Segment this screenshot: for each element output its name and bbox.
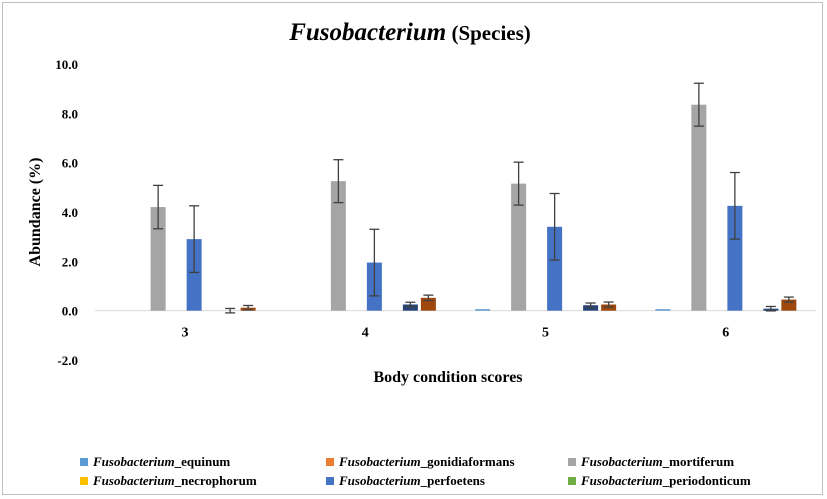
bar-cat6-s2 bbox=[691, 104, 707, 311]
legend-item: Fusobacterium_perfoetens bbox=[326, 473, 485, 488]
bar-cat6-s7 bbox=[781, 299, 797, 311]
bar-cat4-s2 bbox=[330, 181, 346, 311]
legend-label: Fusobacterium_gonidiaformans bbox=[338, 454, 515, 469]
legend-swatch bbox=[326, 458, 334, 466]
bar-cat6-s0 bbox=[655, 309, 671, 311]
legend-swatch bbox=[568, 477, 576, 485]
y-axis-label: Abundance (%) bbox=[27, 158, 44, 267]
legend-label-species: _equinum bbox=[174, 454, 231, 469]
legend-swatch bbox=[80, 477, 88, 485]
legend-swatch bbox=[80, 458, 88, 466]
error-bar-cat3-s6 bbox=[225, 307, 236, 314]
legend-label-genus: Fusobacterium bbox=[338, 473, 421, 488]
error-bar-cat3-s2 bbox=[153, 184, 164, 230]
error-bar-cat4-s6 bbox=[405, 301, 416, 308]
legend-label: Fusobacterium_periodonticum bbox=[580, 473, 751, 488]
bar-cat3-s2 bbox=[150, 207, 166, 311]
y-tick-label: 6.0 bbox=[62, 156, 78, 171]
legend-label: Fusobacterium_mortiferum bbox=[580, 454, 734, 469]
y-tick-label: 4.0 bbox=[62, 205, 78, 220]
error-bar-cat6-s7 bbox=[783, 296, 794, 303]
error-bar-cat6-s4 bbox=[729, 171, 740, 240]
legend-swatch bbox=[568, 458, 576, 466]
error-bar-cat5-s2 bbox=[513, 161, 524, 206]
error-bar-cat3-s4 bbox=[189, 205, 200, 274]
y-tick-label: -2.0 bbox=[57, 353, 78, 368]
legend-label-species: _necrophorum bbox=[174, 473, 257, 488]
y-tick-label: 0.0 bbox=[62, 304, 78, 319]
x-tick-label: 3 bbox=[182, 326, 189, 341]
legend-label-species: _gonidiaformans bbox=[420, 454, 515, 469]
x-tick-label: 6 bbox=[722, 326, 729, 341]
error-bar-cat6-s6 bbox=[765, 305, 776, 312]
legend: Fusobacterium_equinum Fusobacterium_gonid… bbox=[80, 454, 751, 488]
y-tick-label: 2.0 bbox=[62, 254, 78, 269]
bar-cat5-s2 bbox=[511, 183, 527, 311]
legend-swatch bbox=[326, 477, 334, 485]
error-bar-cat3-s7 bbox=[243, 304, 254, 311]
error-bar-cat5-s7 bbox=[603, 301, 614, 308]
error-bars bbox=[153, 82, 794, 314]
error-bar-cat5-s4 bbox=[549, 192, 560, 261]
legend-label-species: _mortiferum bbox=[662, 454, 735, 469]
bar-cat5-s0 bbox=[475, 309, 491, 311]
legend-label-genus: Fusobacterium bbox=[92, 454, 175, 469]
x-tick-labels: 3 4 5 6 bbox=[182, 326, 730, 341]
legend-item: Fusobacterium_mortiferum bbox=[568, 454, 734, 469]
legend-label-genus: Fusobacterium bbox=[580, 473, 663, 488]
legend-item: Fusobacterium_equinum bbox=[80, 454, 230, 469]
error-bar-cat4-s2 bbox=[333, 159, 344, 204]
x-axis-label: Body condition scores bbox=[373, 369, 522, 386]
error-bar-cat5-s6 bbox=[585, 302, 596, 309]
error-bar-cat4-s4 bbox=[369, 228, 380, 297]
error-bar-cat4-s7 bbox=[423, 294, 434, 302]
error-bar-cat6-s2 bbox=[693, 82, 704, 127]
legend-label-species: _periodonticum bbox=[662, 473, 751, 488]
bar-cat3-s4 bbox=[186, 239, 202, 311]
bar-cat4-s6 bbox=[402, 304, 418, 311]
legend-label-genus: Fusobacterium bbox=[338, 454, 421, 469]
y-tick-label: 10.0 bbox=[55, 57, 78, 72]
legend-item: Fusobacterium_gonidiaformans bbox=[326, 454, 515, 469]
x-tick-label: 4 bbox=[362, 326, 369, 341]
bar-cat5-s4 bbox=[547, 226, 563, 311]
chart-title: Fusobacterium (Species) bbox=[288, 19, 531, 46]
legend-label: Fusobacterium_perfoetens bbox=[338, 473, 485, 488]
legend-label-genus: Fusobacterium bbox=[580, 454, 663, 469]
y-tick-label: 8.0 bbox=[62, 106, 78, 121]
bar-cat6-s4 bbox=[727, 205, 743, 311]
legend-label: Fusobacterium_equinum bbox=[92, 454, 230, 469]
x-tick-label: 5 bbox=[542, 326, 549, 341]
legend-item: Fusobacterium_periodonticum bbox=[568, 473, 751, 488]
y-tick-labels: -2.0 0.0 2.0 4.0 6.0 8.0 10.0 bbox=[55, 57, 78, 368]
legend-item: Fusobacterium_necrophorum bbox=[80, 473, 257, 488]
legend-label-species: _perfoetens bbox=[420, 473, 485, 488]
legend-label: Fusobacterium_necrophorum bbox=[92, 473, 257, 488]
legend-label-genus: Fusobacterium bbox=[92, 473, 175, 488]
bars bbox=[150, 104, 797, 311]
